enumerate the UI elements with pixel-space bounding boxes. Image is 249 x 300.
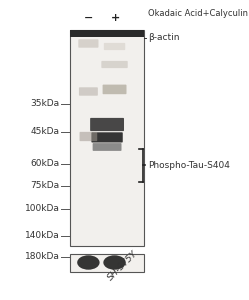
- Ellipse shape: [103, 255, 126, 270]
- FancyBboxPatch shape: [93, 143, 122, 151]
- Bar: [70, 30, 144, 246]
- Text: +: +: [110, 13, 120, 23]
- Text: β-actin: β-actin: [148, 33, 180, 42]
- FancyBboxPatch shape: [90, 118, 124, 131]
- Ellipse shape: [77, 255, 100, 270]
- Text: 75kDa: 75kDa: [31, 182, 60, 190]
- FancyBboxPatch shape: [91, 132, 123, 142]
- Text: Phospho-Tau-S404: Phospho-Tau-S404: [148, 160, 230, 169]
- Bar: [70, 30, 144, 37]
- FancyBboxPatch shape: [79, 87, 98, 96]
- Text: 45kDa: 45kDa: [31, 128, 60, 136]
- Text: 35kDa: 35kDa: [31, 99, 60, 108]
- Text: 60kDa: 60kDa: [31, 159, 60, 168]
- FancyBboxPatch shape: [78, 39, 99, 48]
- Bar: [70, 254, 144, 272]
- Text: Okadaic Acid+Calyculin A: Okadaic Acid+Calyculin A: [148, 9, 249, 18]
- FancyBboxPatch shape: [101, 61, 128, 68]
- Text: 140kDa: 140kDa: [25, 231, 60, 240]
- Text: 180kDa: 180kDa: [25, 252, 60, 261]
- Text: 100kDa: 100kDa: [25, 204, 60, 213]
- FancyBboxPatch shape: [80, 132, 97, 141]
- Text: −: −: [84, 13, 93, 23]
- Text: SH-SY5Y: SH-SY5Y: [106, 249, 139, 282]
- FancyBboxPatch shape: [103, 85, 126, 94]
- FancyBboxPatch shape: [104, 43, 125, 50]
